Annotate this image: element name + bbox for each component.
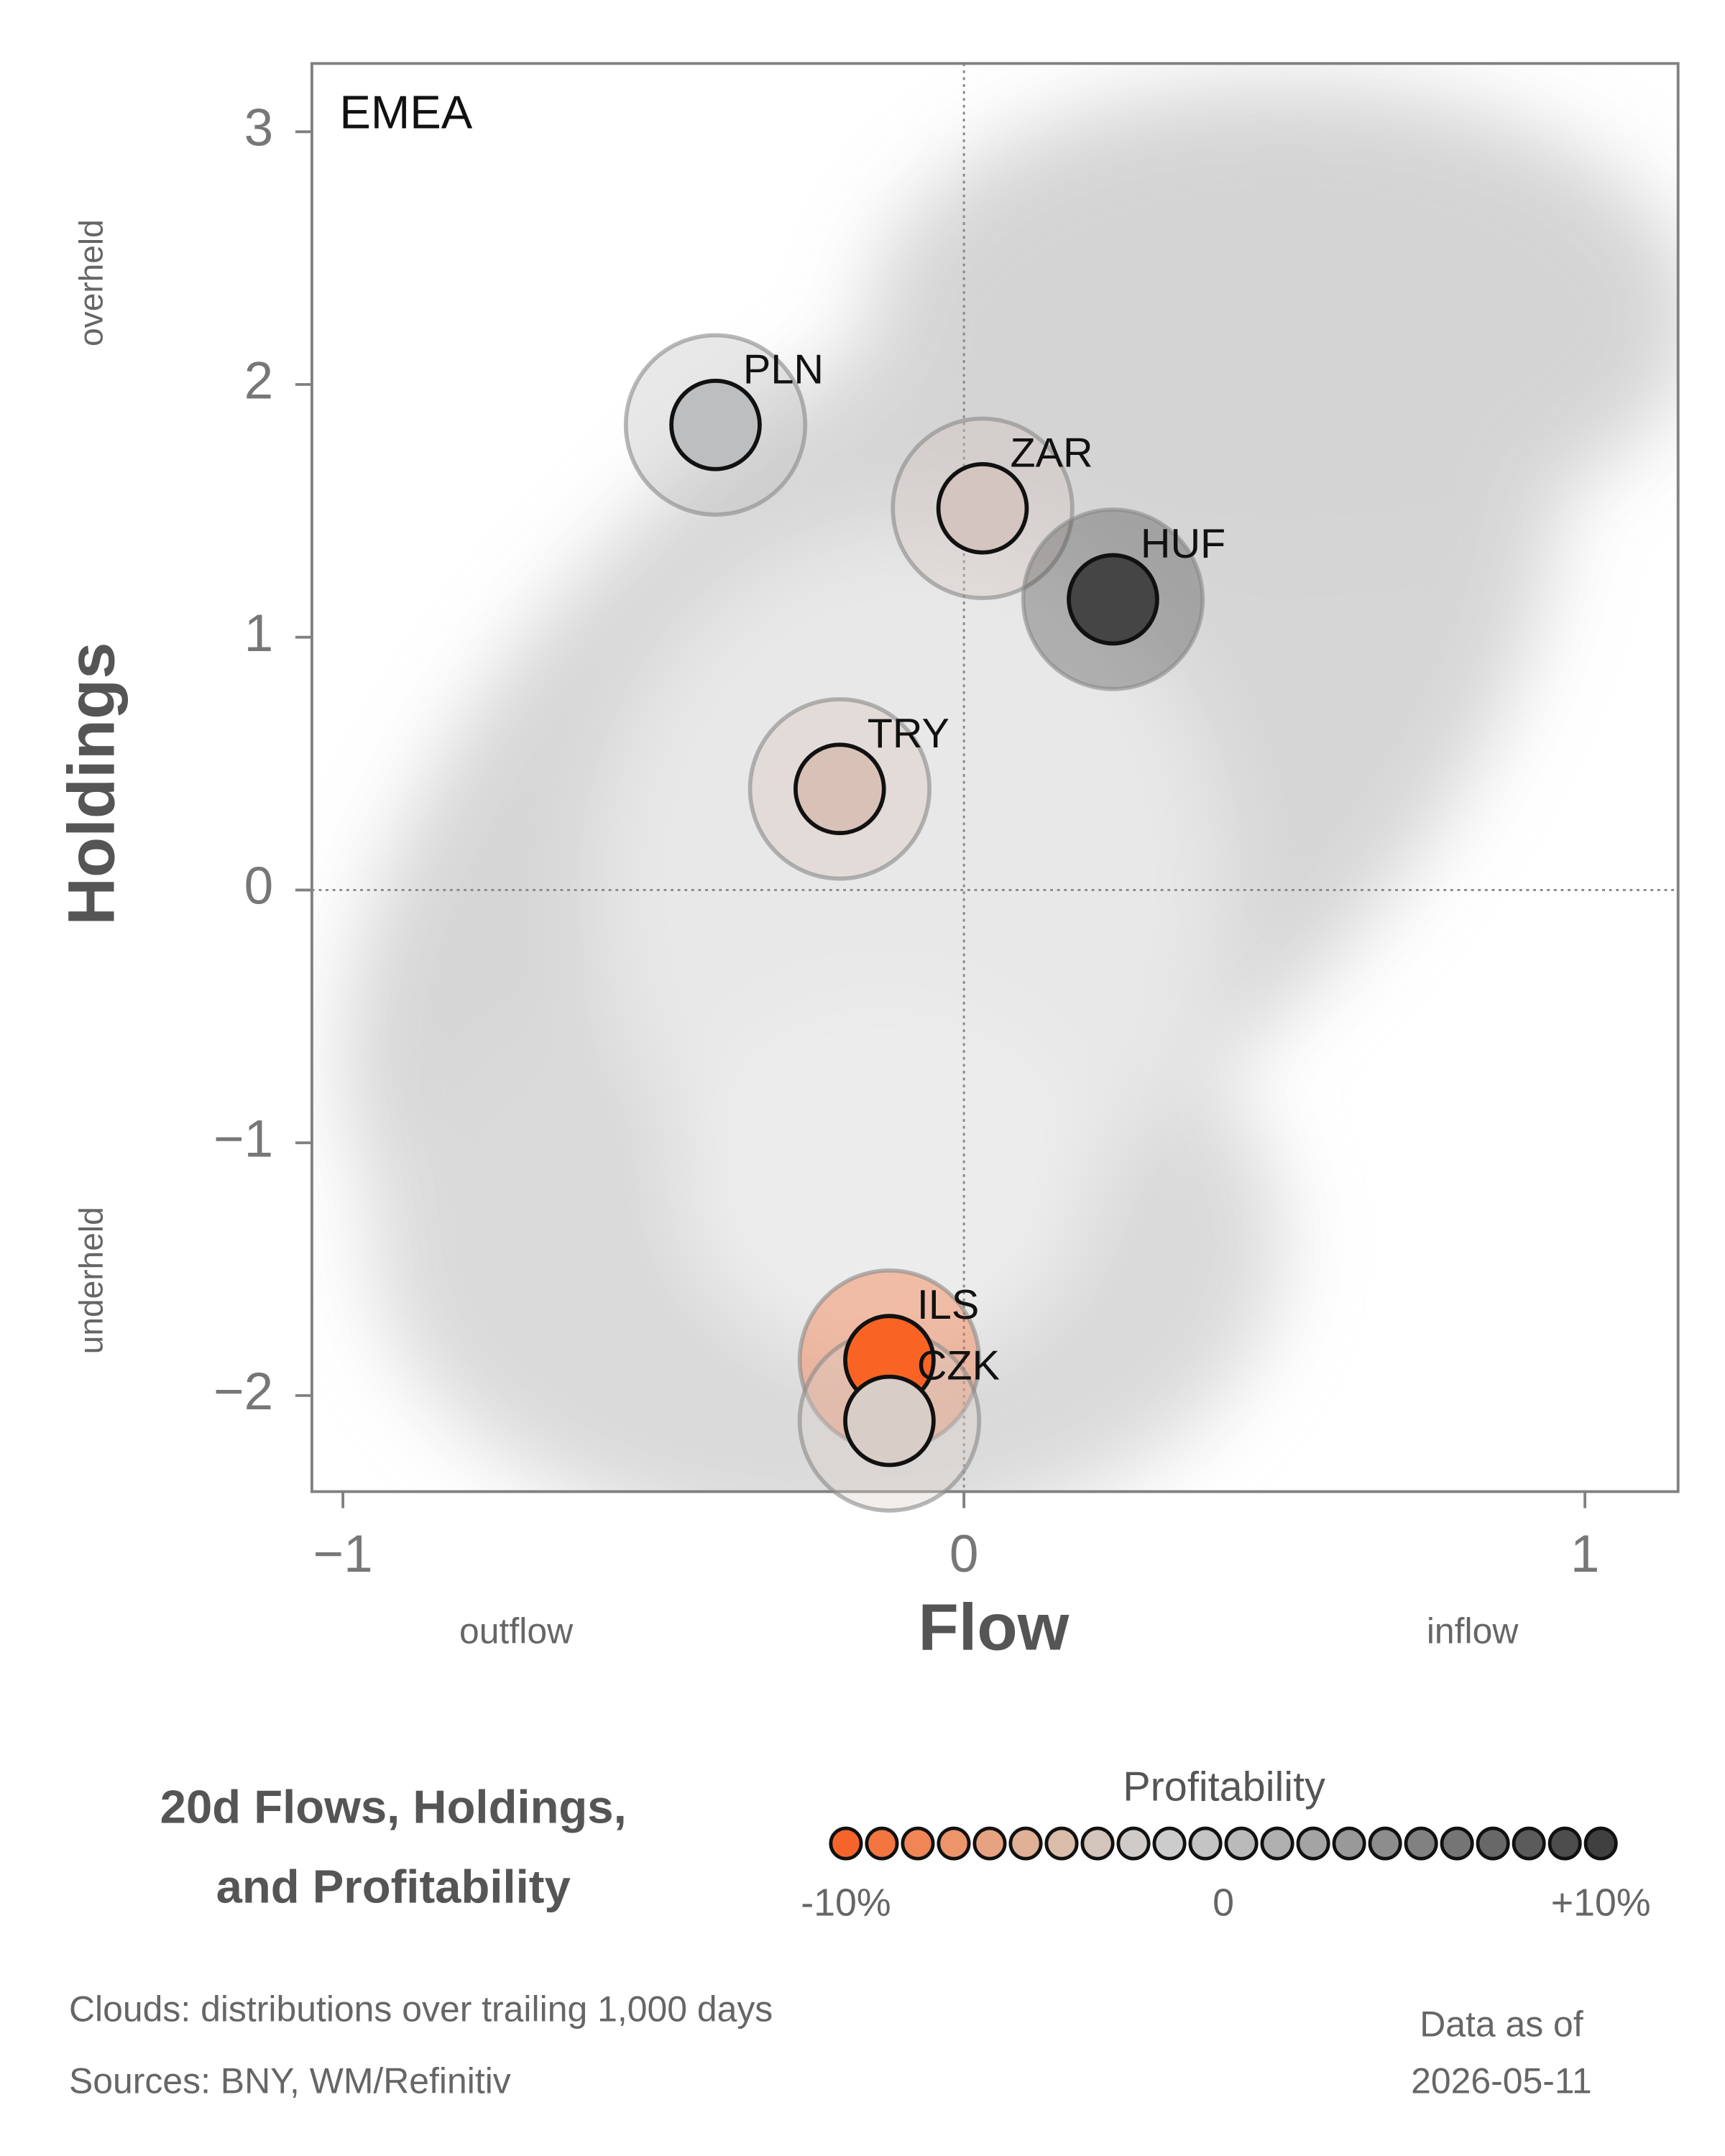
colorbar-swatch <box>1008 1826 1043 1861</box>
y-tick-label: 3 <box>244 99 274 157</box>
point <box>669 378 762 471</box>
point <box>1067 553 1159 646</box>
colorbar-swatch <box>1296 1826 1330 1861</box>
y-low-label: underheld <box>73 1207 110 1354</box>
x-tick-label: −1 <box>313 1525 373 1583</box>
title-line: and Profitability <box>216 1861 571 1913</box>
note: Clouds: distributions over trailing 1,00… <box>69 1989 773 2030</box>
as-of: Data as of <box>1420 2004 1583 2045</box>
y-high-label: overheld <box>73 219 110 346</box>
y-tick-label: 0 <box>244 857 274 916</box>
title-line: 20d Flows, Holdings, <box>160 1780 627 1833</box>
point-label: ILS <box>917 1282 979 1328</box>
point <box>794 742 886 836</box>
as-of-date: 2026-05-11 <box>1411 2060 1592 2101</box>
x-axis-label: Flow <box>918 1590 1069 1664</box>
colorbar-swatch <box>1080 1826 1115 1861</box>
colorbar-swatch <box>1152 1826 1187 1861</box>
colorbar-swatch <box>1547 1826 1582 1861</box>
y-tick-label: −1 <box>213 1110 273 1168</box>
colorbar-swatch <box>1224 1826 1259 1861</box>
colorbar-swatch <box>937 1826 971 1861</box>
y-tick-label: 1 <box>244 604 274 663</box>
point <box>936 462 1029 555</box>
point-label: CZK <box>917 1342 1000 1388</box>
colorbar-swatch <box>1368 1826 1402 1861</box>
colorbar-swatch <box>865 1826 899 1861</box>
colorbar-title: Profitability <box>1123 1764 1325 1810</box>
colorbar-swatch <box>1440 1826 1474 1861</box>
colorbar-swatch <box>972 1826 1007 1861</box>
colorbar-swatch <box>901 1826 935 1861</box>
y-axis-label: Holdings <box>55 642 129 925</box>
density-cloud <box>345 83 1678 1492</box>
y-tick-label: 2 <box>244 351 274 410</box>
x-low-label: outflow <box>459 1611 574 1651</box>
colorbar-swatch <box>1476 1826 1510 1861</box>
panel-label: EMEA <box>339 86 472 139</box>
colorbar-swatch <box>1116 1826 1151 1861</box>
point-label: HUF <box>1141 521 1225 567</box>
colorbar-swatch <box>1583 1826 1618 1861</box>
colorbar-swatch <box>1044 1826 1079 1861</box>
colorbar-swatch <box>1332 1826 1366 1861</box>
colorbar-swatch <box>829 1826 863 1861</box>
colorbar-swatch <box>1188 1826 1223 1861</box>
point-label: PLN <box>743 347 824 393</box>
colorbar-swatch <box>1404 1826 1438 1861</box>
colorbar-swatch <box>1512 1826 1546 1861</box>
y-tick-label: −2 <box>213 1363 273 1421</box>
plot-frame <box>310 62 1680 1493</box>
point-label: ZAR <box>1010 430 1092 476</box>
colorbar-tick-label: +10% <box>1551 1881 1651 1925</box>
colorbar-tick-label: 0 <box>1213 1881 1234 1925</box>
x-tick-label: 1 <box>1570 1525 1600 1583</box>
x-tick-label: 0 <box>949 1525 979 1583</box>
x-high-label: inflow <box>1427 1611 1519 1651</box>
colorbar-tick-label: -10% <box>801 1881 891 1925</box>
note: Sources: BNY, WM/Refinitiv <box>69 2060 511 2101</box>
colorbar-swatch <box>1260 1826 1294 1861</box>
point-label: TRY <box>868 711 949 757</box>
point <box>843 1374 936 1468</box>
